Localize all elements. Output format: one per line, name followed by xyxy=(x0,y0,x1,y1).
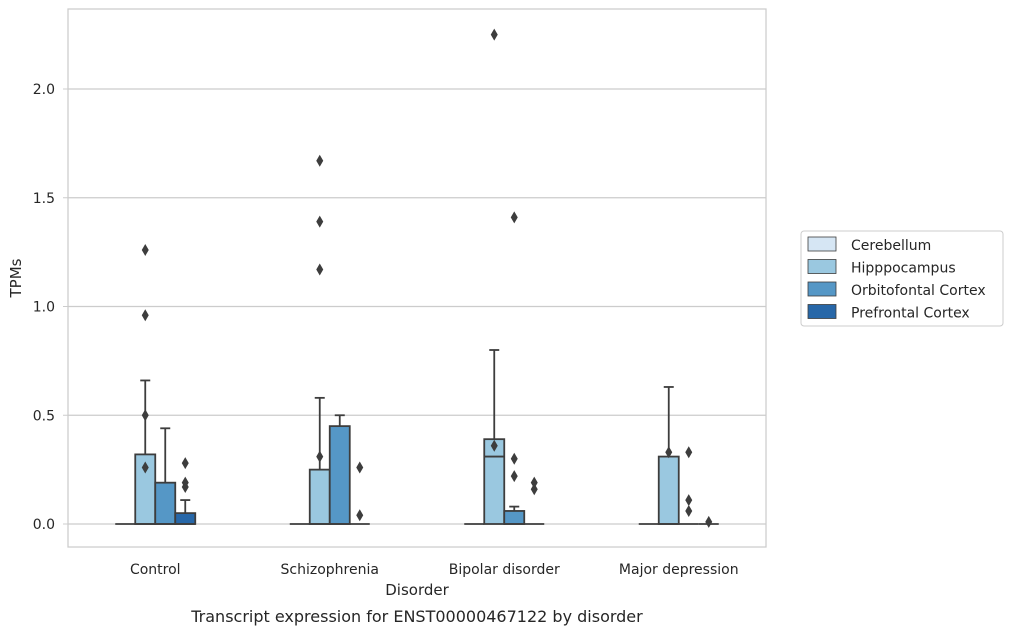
outlier-point xyxy=(510,211,518,224)
box-4-2 xyxy=(349,461,370,525)
box-2-2 xyxy=(308,154,331,525)
plot-area-frame xyxy=(67,8,767,548)
outlier-point xyxy=(141,309,149,322)
y-tick-label: 1.0 xyxy=(33,300,55,316)
box-3-3 xyxy=(503,211,526,525)
box-3-1 xyxy=(154,427,177,525)
legend-swatch-4 xyxy=(807,304,837,319)
box-3-4 xyxy=(678,446,699,525)
box-4-3 xyxy=(524,476,545,525)
box-body xyxy=(328,425,351,525)
outlier-point xyxy=(705,515,713,528)
box-body xyxy=(483,438,506,525)
y-tick-label: 2.0 xyxy=(33,82,55,98)
outlier-point xyxy=(530,483,538,496)
outlier-point xyxy=(665,446,673,459)
box-body xyxy=(503,510,526,525)
box-4-4 xyxy=(698,515,719,528)
outlier-point xyxy=(530,476,538,489)
x-axis-ticks: Control Schizophrenia Bipolar disorder Majo… xyxy=(130,562,739,578)
outlier-point xyxy=(316,263,324,276)
y-axis-label: TPMs xyxy=(7,258,25,298)
box-body xyxy=(154,481,177,525)
outlier-point xyxy=(356,461,364,474)
outlier-point xyxy=(685,446,693,459)
legend: Cerebellum Hipppocampus Orbitofontal Corte… xyxy=(800,230,1004,327)
outlier-point xyxy=(356,509,364,522)
outlier-point xyxy=(181,476,189,489)
legend-label-3: Orbitofontal Cortex xyxy=(851,283,986,299)
legend-swatch-3 xyxy=(807,281,837,297)
x-axis-label: Disorder xyxy=(385,581,449,599)
outlier-point xyxy=(685,504,693,517)
outlier-point xyxy=(685,494,693,507)
legend-label-2: Hipppocampus xyxy=(851,261,956,277)
x-tick-label: Control xyxy=(130,562,181,578)
chart-caption: Transcript expression for ENST0000046712… xyxy=(190,607,643,626)
boxes xyxy=(115,28,719,528)
outlier-point xyxy=(316,154,324,167)
x-tick-label: Schizophrenia xyxy=(281,562,379,578)
box-2-3 xyxy=(483,28,506,525)
outlier-point xyxy=(510,452,518,465)
y-tick-label: 1.5 xyxy=(33,191,55,207)
x-tick-label: Major depression xyxy=(619,562,739,578)
outlier-point xyxy=(316,450,324,463)
box-body xyxy=(308,468,331,525)
box-3-2 xyxy=(328,414,351,525)
legend-label-4: Prefrontal Cortex xyxy=(851,306,970,322)
outlier-point xyxy=(181,457,189,470)
outlier-point xyxy=(490,28,498,41)
y-axis-ticks: 0.0 0.5 1.0 1.5 2.0 xyxy=(33,82,68,533)
outlier-point xyxy=(141,243,149,256)
outlier-point xyxy=(490,439,498,452)
legend-swatch-2 xyxy=(807,259,837,274)
outlier-point xyxy=(510,470,518,483)
box-2-1 xyxy=(134,243,157,525)
legend-label-1: Cerebellum xyxy=(851,238,931,254)
outlier-point xyxy=(141,409,149,422)
outlier-point xyxy=(141,461,149,474)
y-tick-label: 0.5 xyxy=(33,408,55,424)
legend-frame xyxy=(800,230,1004,327)
x-tick-label: Bipolar disorder xyxy=(449,562,560,578)
box-4-1 xyxy=(174,457,197,525)
outlier-point xyxy=(316,215,324,228)
y-tick-label: 0.0 xyxy=(33,517,55,533)
box-body xyxy=(657,455,680,525)
box-2-4 xyxy=(657,386,680,525)
legend-swatch-1 xyxy=(807,236,837,252)
box-body xyxy=(174,512,197,525)
